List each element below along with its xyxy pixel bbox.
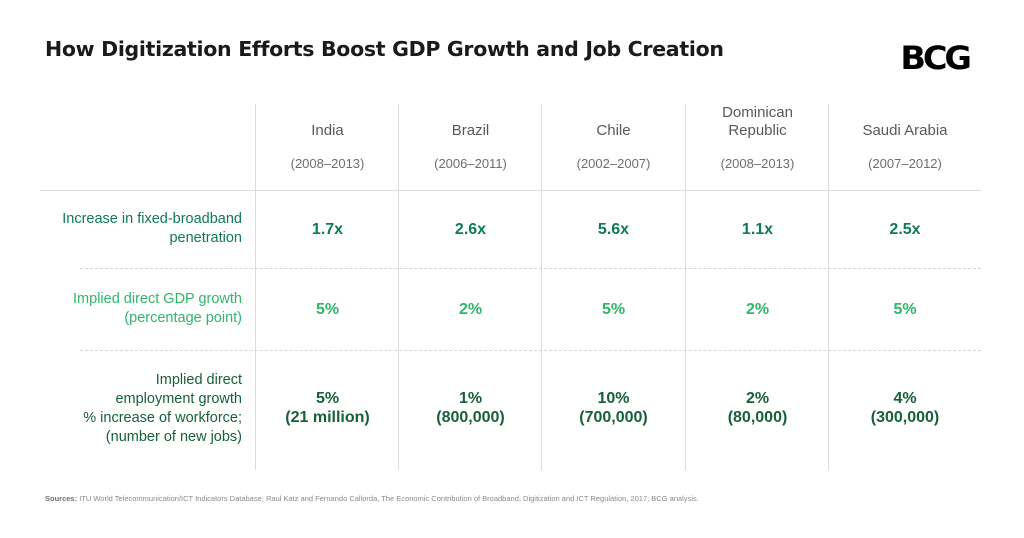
cell-percent: 5% — [315, 390, 340, 407]
comparison-table: India (2008–2013) Brazil (2006–2011) Chi… — [40, 104, 981, 470]
table-cell: 5.6x — [597, 221, 630, 238]
cell-jobs: (700,000) — [579, 409, 648, 426]
column-header-country: Chile — [596, 122, 631, 139]
table-cell: 2% — [745, 301, 770, 318]
sources-text: ITU World Telecommunication/ICT Indicato… — [77, 494, 699, 503]
column-header-country: Saudi Arabia — [862, 122, 948, 139]
cell-jobs: (800,000) — [436, 409, 505, 426]
cell-jobs: (80,000) — [727, 409, 788, 426]
cell-percent: 4% — [893, 390, 917, 407]
row-label-line: (number of new jobs) — [105, 429, 242, 445]
row-label-line: employment growth — [115, 391, 242, 407]
column-divider — [255, 104, 256, 470]
column-header-years: (2006–2011) — [434, 156, 507, 171]
sources-note: Sources: ITU World Telecommunication/ICT… — [45, 494, 699, 503]
row-divider — [80, 350, 981, 351]
column-header-country: India — [311, 122, 344, 139]
column-divider — [541, 104, 542, 470]
table-cell: 5% — [893, 301, 917, 318]
header-divider — [40, 190, 981, 191]
table-cell: 1.7x — [311, 221, 344, 238]
row-label-line: penetration — [169, 230, 242, 246]
bcg-logo: BCG — [900, 39, 972, 77]
table-cell: 2.6x — [454, 221, 487, 238]
table-cell: 2% (80,000) — [686, 389, 829, 427]
column-header-country: Brazil — [451, 122, 490, 139]
table-cell: 5% — [601, 301, 626, 318]
column-header-years: (2008–2013) — [720, 156, 795, 171]
cell-percent: 10% — [597, 390, 630, 407]
row-label: Increase in fixed-broadband penetration — [40, 210, 242, 248]
column-header-years: (2007–2012) — [868, 156, 942, 171]
column-header-years: (2002–2007) — [576, 156, 651, 171]
table-cell: 5% — [315, 301, 340, 318]
column-divider — [398, 104, 399, 470]
column-divider — [685, 104, 686, 470]
cell-jobs: (21 million) — [285, 409, 370, 426]
cell-jobs: (300,000) — [870, 409, 940, 426]
row-label-line: % increase of workforce; — [83, 410, 242, 426]
row-divider — [80, 268, 981, 269]
row-label-line: (percentage point) — [124, 310, 242, 326]
row-label: Implied direct GDP growth (percentage po… — [40, 290, 242, 328]
row-label-line: Increase in fixed-broadband — [62, 211, 242, 227]
table-cell: 1.1x — [741, 221, 774, 238]
cell-percent: 1% — [458, 390, 483, 407]
column-header-years: (2008–2013) — [290, 156, 365, 171]
table-cell: 2% — [458, 301, 483, 318]
table-cell: 4% (300,000) — [829, 389, 981, 427]
row-label-line: Implied direct — [155, 372, 242, 388]
cell-percent: 2% — [745, 390, 770, 407]
table-cell: 5% (21 million) — [256, 389, 399, 427]
column-header-country: Dominican Republic — [722, 104, 793, 139]
table-cell: 2.5x — [889, 221, 921, 238]
table-cell: 1% (800,000) — [399, 389, 542, 427]
column-divider — [828, 104, 829, 470]
row-label-line: Implied direct GDP growth — [73, 291, 242, 307]
sources-label: Sources: — [45, 494, 78, 503]
page-title: How Digitization Efforts Boost GDP Growt… — [45, 37, 724, 61]
table-cell: 10% (700,000) — [542, 389, 685, 427]
row-label: Implied direct employment growth % incre… — [40, 371, 242, 447]
